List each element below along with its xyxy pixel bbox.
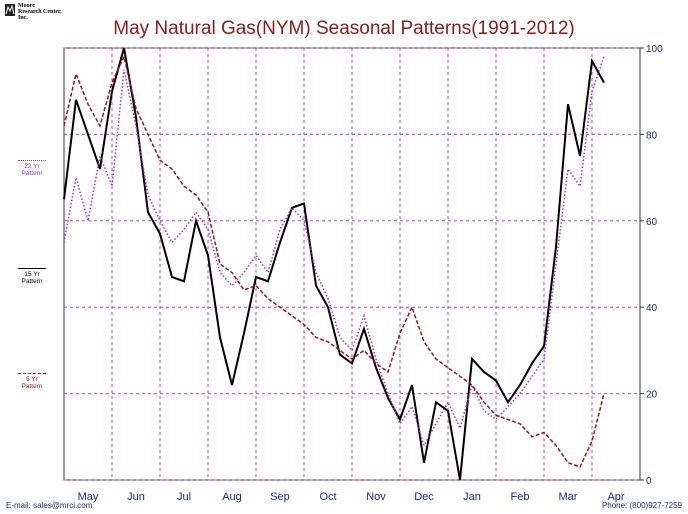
y-tick-label: 60 xyxy=(646,217,658,228)
y-tick-label: 80 xyxy=(646,130,658,141)
x-tick-label: Oct xyxy=(319,491,336,503)
y-tick-label: 0 xyxy=(646,476,652,487)
x-tick-label: Dec xyxy=(414,491,434,503)
logo-text: Moore Research Center, Inc. xyxy=(18,3,64,21)
legend-15yr: 15 Yr Pattern xyxy=(8,268,56,285)
legend-5yr-line2: Pattern xyxy=(21,383,43,390)
x-tick-label: May xyxy=(78,491,99,503)
x-tick-label: Sep xyxy=(270,491,290,503)
logo-line1: Moore xyxy=(18,3,35,9)
series-line-1 xyxy=(63,56,605,448)
x-tick-label: Apr xyxy=(607,491,624,503)
logo-mark-icon xyxy=(5,4,15,16)
x-tick-label: Mar xyxy=(559,491,578,503)
logo: Moore Research Center, Inc. xyxy=(4,3,64,21)
y-tick-label: 20 xyxy=(646,390,658,401)
chart-title: May Natural Gas(NYM) Seasonal Patterns(1… xyxy=(113,18,575,39)
x-tick-label: Feb xyxy=(511,491,530,503)
legend-22yr-line2: Pattern xyxy=(21,170,43,177)
logo-line2: Research Center, Inc. xyxy=(18,9,62,21)
legend-22yr-line1: 22 Yr xyxy=(24,163,40,170)
legend-15yr-line2: Pattern xyxy=(21,278,43,285)
x-tick-label: Nov xyxy=(366,491,386,503)
footer-email[interactable]: E-mail: sales@mrci.com xyxy=(6,501,93,510)
x-tick-label: Jan xyxy=(463,491,481,503)
series-line-2 xyxy=(63,54,605,468)
legend-5yr-line1: 5 Yr xyxy=(26,376,38,383)
legend-15yr-swatch xyxy=(18,268,46,269)
legend-22yr: 22 Yr Pattern xyxy=(8,160,56,177)
footer-phone: Phone: (800)927-7259 xyxy=(601,501,682,510)
series-line-0 xyxy=(63,47,605,481)
x-tick-label: Jul xyxy=(177,491,191,503)
x-tick-label: Aug xyxy=(222,491,242,503)
legend-22yr-swatch xyxy=(18,160,46,161)
legend-5yr-swatch xyxy=(18,373,46,374)
legend-15yr-line1: 15 Yr xyxy=(24,271,40,278)
y-tick-label: 40 xyxy=(646,303,658,314)
y-tick-label: 100 xyxy=(646,44,663,55)
legend-5yr: 5 Yr Pattern xyxy=(8,373,56,390)
x-tick-label: Jun xyxy=(127,491,145,503)
